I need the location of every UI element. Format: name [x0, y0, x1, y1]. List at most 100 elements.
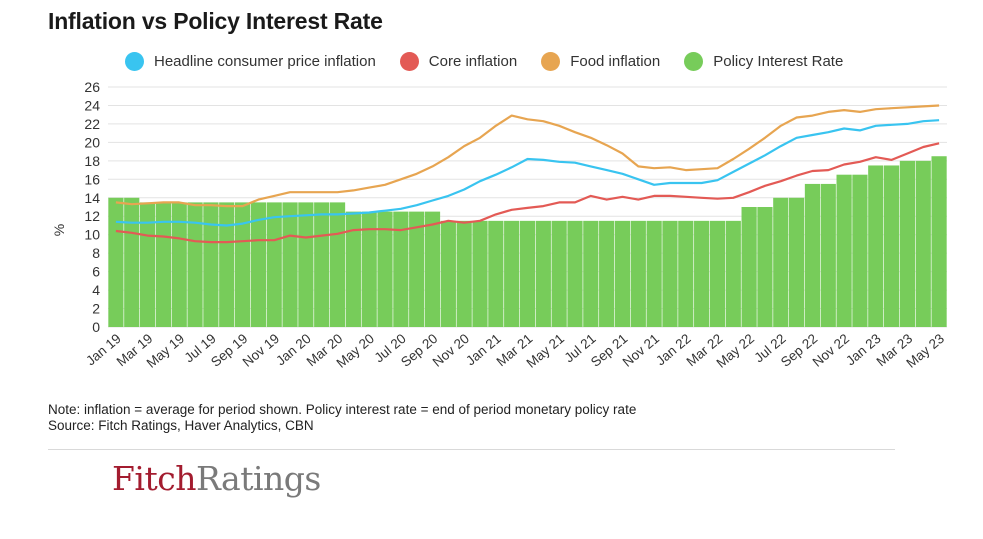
legend-dot-food — [541, 52, 561, 71]
legend-label-policy-rate: Policy Interest Rate — [713, 53, 844, 70]
y-tick-label: 20 — [84, 134, 100, 150]
y-tick-label: 22 — [84, 116, 100, 132]
policy-rate-bar — [535, 220, 551, 327]
y-tick-label: 4 — [92, 282, 100, 298]
policy-rate-bar — [599, 220, 615, 327]
y-tick-label: 18 — [84, 153, 100, 169]
policy-rate-bar — [139, 202, 156, 327]
y-tick-label: 24 — [84, 97, 100, 113]
policy-rate-bar — [757, 207, 773, 327]
y-tick-label: 10 — [84, 227, 100, 243]
policy-rate-bar — [614, 220, 631, 327]
policy-rate-bar — [630, 220, 646, 327]
policy-rate-bar — [329, 202, 346, 327]
legend-label-core: Core inflation — [428, 53, 518, 70]
x-tick-label: Nov 21 — [620, 331, 662, 370]
policy-rate-bar — [551, 220, 567, 327]
legend-item-policy-rate[interactable]: Policy Interest Rate — [684, 52, 843, 71]
legend: Headline consumer price inflation Core i… — [125, 52, 867, 71]
policy-rate-bar — [456, 220, 472, 327]
fitch-ratings-logo: FitchRatings — [112, 459, 321, 498]
policy-rate-bar — [393, 211, 409, 327]
inflation-lines — [115, 104, 940, 244]
chart-notes: Note: inflation = average for period sho… — [48, 402, 636, 434]
policy-rate-bar — [899, 160, 916, 327]
policy-rate-bar — [345, 211, 361, 327]
legend-item-core[interactable]: Core inflation — [399, 52, 518, 71]
policy-rate-bar — [804, 183, 821, 327]
policy-rate-bar — [171, 202, 187, 327]
policy-rate-bar — [583, 220, 599, 327]
policy-rate-bar — [519, 220, 536, 327]
policy-rate-bar — [741, 207, 757, 327]
legend-item-food[interactable]: Food inflation — [541, 52, 660, 71]
logo-part-ratings: Ratings — [195, 459, 321, 498]
policy-rate-bar — [931, 156, 947, 327]
y-tick-label: 16 — [84, 171, 100, 187]
policy-rate-bar — [409, 211, 425, 327]
policy-rate-bar — [377, 211, 393, 327]
x-tick-label: Nov 19 — [240, 331, 282, 370]
policy-rate-bar — [567, 220, 583, 327]
policy-rate-bar — [361, 211, 377, 327]
policy-rate-bar — [646, 220, 662, 327]
x-tick-label: Nov 22 — [810, 331, 852, 370]
policy-rate-bar — [504, 220, 520, 327]
y-axis-label: % — [51, 224, 67, 236]
policy-rate-bar — [868, 165, 884, 327]
y-tick-label: 8 — [92, 245, 100, 261]
policy-rate-bar — [266, 202, 282, 327]
policy-rate-bar — [219, 202, 235, 327]
y-tick-label: 14 — [84, 190, 100, 206]
chart-title: Inflation vs Policy Interest Rate — [48, 8, 383, 34]
policy-rate-bar — [155, 202, 172, 327]
logo-part-fitch: Fitch — [112, 459, 196, 498]
policy-rate-bar — [108, 197, 124, 327]
policy-rate-bar — [915, 160, 931, 327]
policy-rate-bar — [773, 197, 789, 327]
y-tick-label: 0 — [92, 319, 100, 335]
policy-rate-bar — [203, 202, 219, 327]
policy-rate-bar — [298, 202, 314, 327]
policy-rate-bar — [694, 220, 710, 327]
core-inflation-line — [115, 142, 940, 244]
policy-rate-bar — [187, 202, 203, 327]
food-inflation-line — [115, 104, 940, 208]
policy-rate-bar — [250, 202, 266, 327]
policy-rate-bar — [789, 197, 805, 327]
x-tick-label: Nov 20 — [430, 331, 472, 370]
policy-rate-bar — [836, 174, 852, 327]
policy-rate-bar — [472, 220, 488, 327]
policy-rate-bar — [282, 202, 298, 327]
policy-rate-bars — [108, 156, 947, 327]
policy-rate-bar — [678, 220, 694, 327]
footer-divider — [48, 449, 895, 450]
policy-rate-bar — [124, 197, 140, 327]
policy-rate-bar — [852, 174, 868, 327]
note-text: Note: inflation = average for period sho… — [48, 402, 637, 417]
y-tick-label: 2 — [92, 301, 100, 317]
legend-label-food: Food inflation — [570, 53, 661, 70]
legend-dot-core — [399, 52, 419, 71]
source-text: Source: Fitch Ratings, Haver Analytics, … — [48, 418, 314, 433]
policy-rate-bar — [709, 220, 726, 327]
legend-dot-policy-rate — [684, 52, 704, 71]
policy-rate-bar — [440, 220, 456, 327]
policy-rate-bar — [725, 220, 741, 327]
policy-rate-bar — [662, 220, 678, 327]
y-tick-label: 12 — [84, 208, 100, 224]
y-tick-label: 26 — [84, 79, 100, 95]
policy-rate-bar — [314, 202, 330, 327]
policy-rate-bar — [234, 202, 251, 327]
legend-label-headline: Headline consumer price inflation — [154, 53, 376, 70]
policy-rate-bar — [820, 183, 836, 327]
legend-item-headline[interactable]: Headline consumer price inflation — [125, 52, 376, 71]
policy-rate-bar — [488, 220, 504, 327]
legend-dot-headline — [125, 52, 144, 71]
policy-rate-bar — [424, 211, 441, 327]
policy-rate-bar — [883, 165, 900, 327]
y-tick-label: 6 — [92, 264, 100, 280]
